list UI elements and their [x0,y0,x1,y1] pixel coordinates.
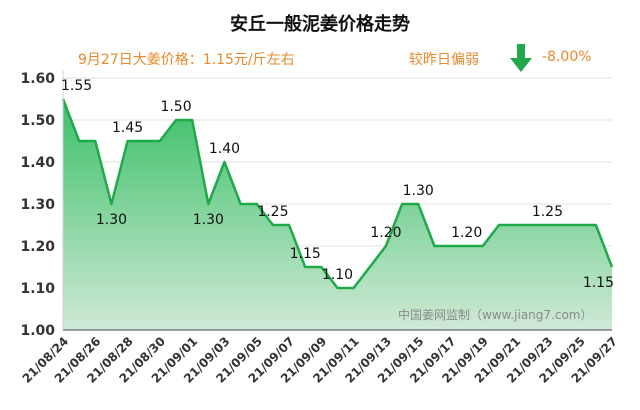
y-tick-label: 1.40 [20,155,55,171]
y-tick-label: 1.60 [20,71,55,87]
change-label: 较昨日偏弱 [409,52,479,68]
data-label: 1.25 [257,204,288,220]
chart-title: 安丘一般泥姜价格走势 [230,14,410,35]
data-label: 1.15 [583,275,614,291]
change-value: -8.00% [542,49,592,65]
data-label: 1.15 [290,246,321,262]
data-label: 1.50 [160,99,191,115]
data-label: 1.40 [209,141,240,157]
watermark: 中国姜网监制（www.jiang7.com） [398,308,593,322]
data-label: 1.30 [96,212,127,228]
y-tick-label: 1.00 [20,323,55,339]
y-tick-label: 1.20 [20,239,55,255]
data-label: 1.20 [370,225,401,241]
data-label: 1.55 [61,78,92,94]
y-tick-label: 1.30 [20,197,55,213]
down-arrow-icon [510,44,532,72]
price-line [61,98,614,290]
data-label: 1.10 [322,267,353,283]
y-tick-label: 1.10 [20,281,55,297]
y-tick-label: 1.50 [20,113,55,129]
data-label: 1.25 [532,204,563,220]
data-label: 1.20 [451,225,482,241]
price-area [63,99,612,330]
price-note: 9月27日大姜价格：1.15元/斤左右 [78,52,295,68]
data-label: 1.30 [193,212,224,228]
data-label: 1.45 [112,120,143,136]
data-label: 1.30 [403,183,434,199]
